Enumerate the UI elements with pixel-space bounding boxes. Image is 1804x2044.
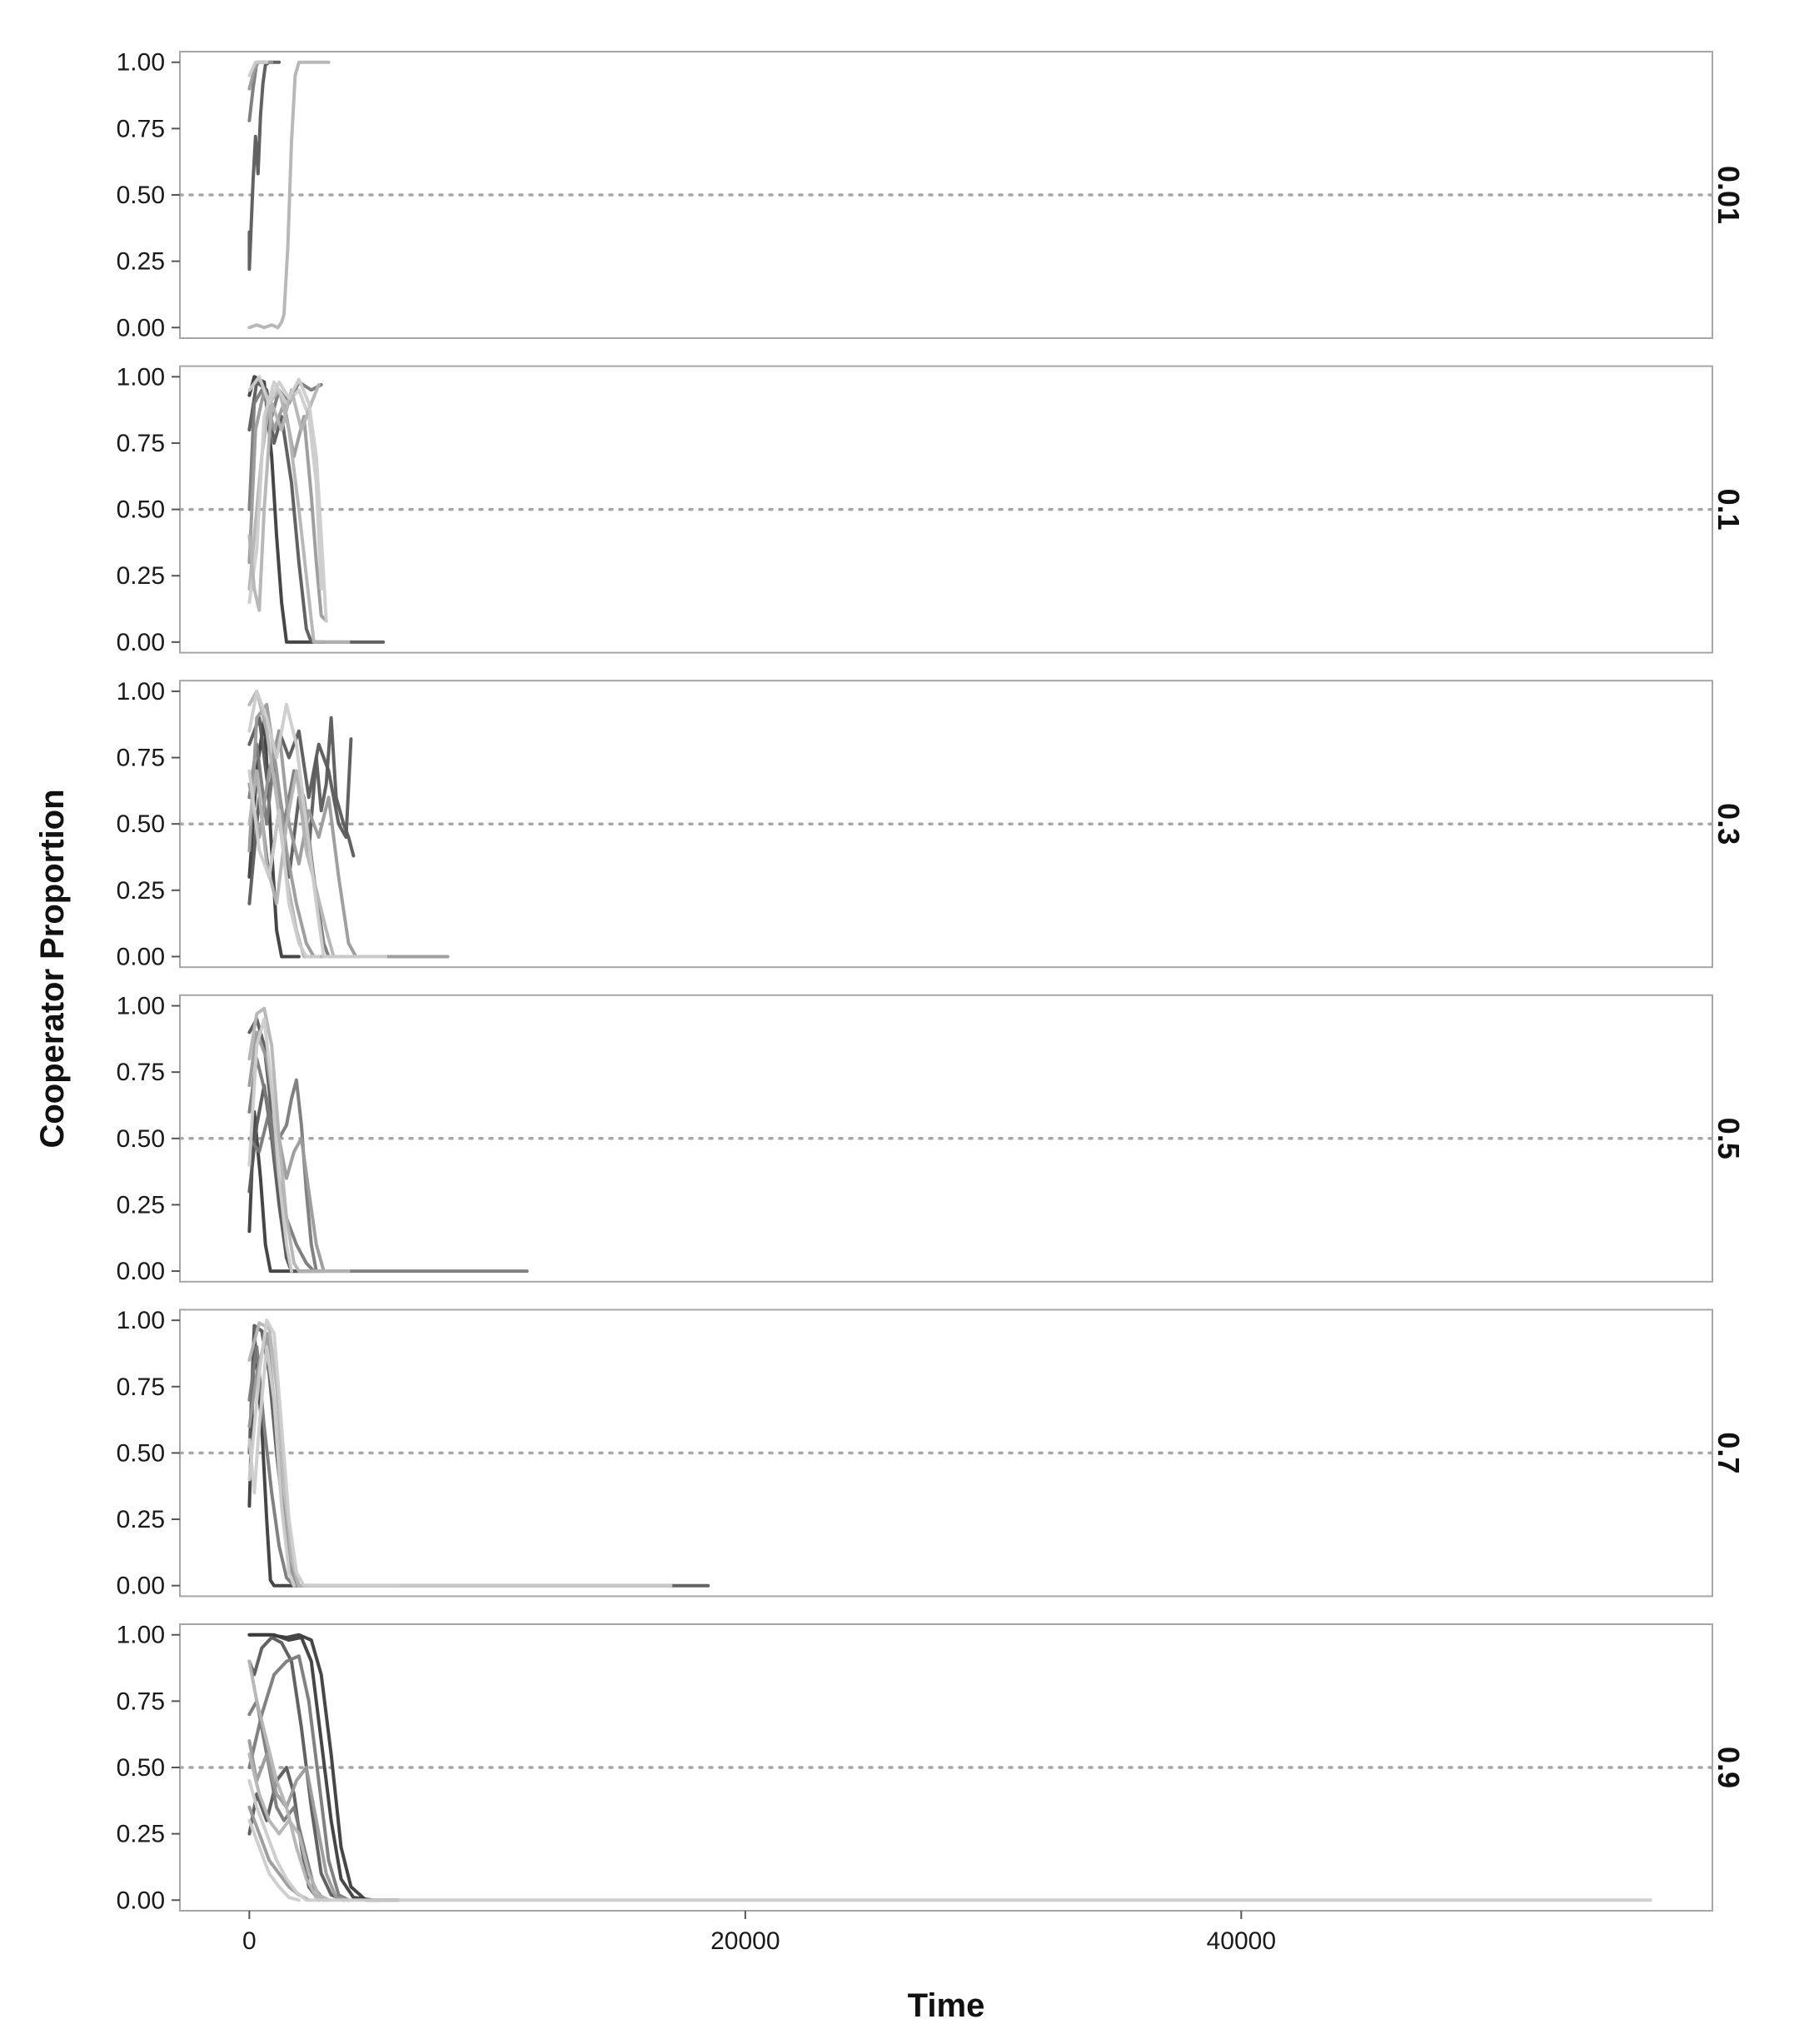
series-line	[247, 1017, 293, 1274]
series-line	[247, 702, 326, 959]
series-line	[247, 382, 321, 612]
y-tick-label: 0.75	[117, 1373, 165, 1401]
y-tick-label: 0.50	[117, 182, 165, 209]
y-tick-label: 0.00	[117, 629, 165, 656]
series-line	[247, 1030, 326, 1274]
series-line	[247, 1739, 351, 1902]
y-tick-label: 1.00	[117, 363, 165, 391]
series-line	[247, 1078, 318, 1274]
series-line	[247, 60, 269, 77]
y-tick-label: 0.75	[117, 430, 165, 457]
series-line	[247, 769, 336, 959]
series-line	[247, 769, 321, 959]
y-tick-label: 1.00	[117, 1622, 165, 1649]
facet-panel-0.3: 0.00 0.25 0.50 0.75 1.00 0.3	[117, 678, 1746, 971]
y-tick-label: 0.25	[117, 248, 165, 276]
series-line	[247, 742, 376, 959]
series-line	[247, 1752, 331, 1902]
y-tick-label: 0.75	[117, 745, 165, 772]
series-line	[247, 689, 388, 959]
y-tick-label: 0.75	[117, 1059, 165, 1086]
series-line	[247, 1635, 346, 1902]
y-tick-label: 0.75	[117, 1688, 165, 1715]
x-tick-label: 20000	[710, 1927, 780, 1955]
facet-panel-0.7: 0.00 0.25 0.50 0.75 1.00 0.7	[117, 1307, 1746, 1600]
facet-panel-0.9: 0.00 0.25 0.50 0.75 1.00 0.9	[117, 1622, 1746, 1915]
y-tick-label: 0.00	[117, 1573, 165, 1600]
x-tick-label: 0	[242, 1927, 257, 1955]
y-tick-label: 0.75	[117, 115, 165, 142]
series-line	[247, 1006, 351, 1274]
facet-panel-0.1: 0.00 0.25 0.50 0.75 1.00 0.1	[117, 363, 1746, 656]
y-tick-label: 0.25	[117, 1821, 165, 1848]
series-line	[247, 1778, 1652, 1902]
series-line	[247, 388, 328, 623]
facet-strip-label: 0.3	[1712, 803, 1746, 845]
facet-strip-label: 0.1	[1712, 489, 1746, 531]
y-tick-label: 0.50	[117, 1439, 165, 1467]
y-tick-label: 0.25	[117, 1191, 165, 1219]
facet-strip-label: 0.5	[1712, 1118, 1746, 1159]
series-line	[247, 729, 450, 959]
series-line	[247, 1633, 376, 1902]
x-tick-label: 40000	[1207, 1927, 1276, 1955]
series-line	[247, 1324, 710, 1588]
y-axis-title: Cooperator Proportion	[34, 789, 71, 1148]
y-tick-label: 0.25	[117, 1506, 165, 1533]
series-line	[247, 1818, 301, 1902]
y-tick-label: 1.00	[117, 49, 165, 77]
y-tick-label: 0.25	[117, 562, 165, 590]
facet-strip-label: 0.01	[1712, 166, 1746, 224]
y-tick-label: 1.00	[117, 678, 165, 705]
series-line	[247, 1109, 313, 1274]
series-line	[247, 60, 331, 330]
y-tick-label: 0.00	[117, 314, 165, 341]
series-line	[247, 1345, 296, 1588]
series-line	[247, 1321, 400, 1588]
series-line	[247, 1659, 328, 1902]
y-tick-label: 0.50	[117, 1754, 165, 1782]
series-line	[247, 1319, 673, 1588]
y-tick-label: 0.00	[117, 1887, 165, 1914]
y-tick-label: 0.00	[117, 1258, 165, 1285]
panels: 0.00 0.25 0.50 0.75 1.00 0.01 0.00 0.25 0.50 0.75…	[117, 49, 1746, 1915]
y-tick-label: 1.00	[117, 993, 165, 1020]
facet-panel-0.01: 0.00 0.25 0.50 0.75 1.00 0.01	[117, 49, 1746, 342]
x-axis-title: Time	[908, 1987, 985, 2024]
y-tick-label: 0.50	[117, 810, 165, 838]
y-tick-label: 1.00	[117, 1307, 165, 1334]
y-tick-label: 0.50	[117, 1125, 165, 1153]
series-line	[247, 1654, 351, 1902]
series-line	[247, 1345, 296, 1588]
series-line	[247, 375, 328, 623]
y-tick-label: 0.00	[117, 943, 165, 970]
y-tick-label: 0.25	[117, 877, 165, 905]
facet-strip-label: 0.9	[1712, 1747, 1746, 1788]
facet-panel-0.5: 0.00 0.25 0.50 0.75 1.00 0.5	[117, 993, 1746, 1286]
y-tick-label: 0.50	[117, 496, 165, 524]
facet-strip-label: 0.7	[1712, 1432, 1746, 1473]
x-axis: 0 20000 40000	[242, 1911, 1276, 1955]
series-line	[247, 375, 326, 644]
